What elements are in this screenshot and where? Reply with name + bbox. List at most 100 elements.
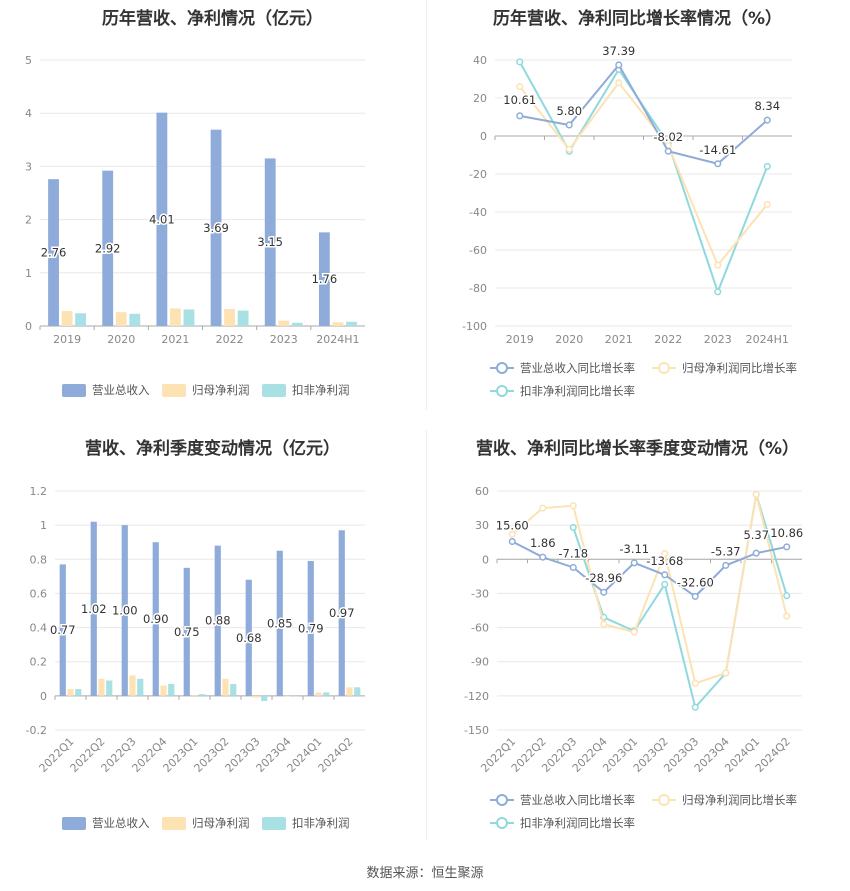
x-tick-label: 2020 xyxy=(107,333,135,346)
legend-marker xyxy=(262,817,286,830)
bar xyxy=(237,310,249,326)
series-line xyxy=(511,540,787,598)
y-tick-label: 1.2 xyxy=(30,485,48,498)
bar xyxy=(332,322,344,326)
bar xyxy=(170,308,181,326)
legend-marker-dot xyxy=(496,385,508,397)
data-label: 15.60 xyxy=(496,519,529,533)
bar xyxy=(75,313,87,326)
data-point xyxy=(783,612,791,620)
data-point xyxy=(508,537,516,546)
annual-line-chart: -100 -80 -60 -40 -20 0 20 40 2019 2020 2021 2022 202… xyxy=(462,42,797,398)
data-label: 0.90 xyxy=(143,612,169,626)
bar xyxy=(115,312,127,326)
bar xyxy=(291,322,303,326)
data-label: 1.00 xyxy=(112,604,138,618)
y-tick-label: 5 xyxy=(25,54,32,67)
series-line xyxy=(511,494,788,685)
bar xyxy=(261,695,268,701)
bar xyxy=(346,321,357,326)
bar xyxy=(129,675,136,696)
data-label: 2.76 xyxy=(41,246,67,260)
data-point xyxy=(569,523,577,531)
data-point xyxy=(661,571,669,579)
data-point xyxy=(752,549,760,557)
y-tick-label: 0 xyxy=(25,320,32,333)
data-point xyxy=(763,200,771,208)
y-tick-label: -40 xyxy=(469,206,487,219)
bar xyxy=(75,689,82,696)
data-point xyxy=(508,530,516,538)
legend-marker-dot xyxy=(658,794,670,806)
x-tick-label: 2019 xyxy=(53,333,81,346)
y-tick-label: 0 xyxy=(480,130,487,143)
bar xyxy=(183,309,195,326)
bar xyxy=(284,695,291,697)
bar xyxy=(199,694,206,696)
y-tick-label: 60 xyxy=(475,485,489,498)
legend-label: 扣非净利润同比增长率 xyxy=(520,384,635,398)
annual-bar-chart: 0 1 2 3 4 5 2019 2020 2021 2022 2023 2024H1 2.76 2.92… xyxy=(25,54,365,397)
legend-marker-dot xyxy=(658,362,670,374)
bar xyxy=(318,232,330,326)
legend-label: 归母净利润 xyxy=(192,816,250,830)
data-point xyxy=(600,588,608,596)
data-source: 数据来源：恒生聚源 xyxy=(366,866,484,881)
series-line xyxy=(519,63,768,165)
quarter-bar-chart: -0.200.20.40.60.811.22022Q12022Q22022Q32… xyxy=(26,485,365,830)
legend-label: 归母净利润同比增长率 xyxy=(682,361,797,375)
bar xyxy=(121,525,128,696)
bar xyxy=(98,678,105,696)
bar xyxy=(48,179,59,326)
x-tick-label: 2024H1 xyxy=(746,333,789,346)
legend-marker-dot xyxy=(496,794,508,806)
series-line xyxy=(572,494,788,710)
data-point xyxy=(565,121,573,129)
y-tick-label: -150 xyxy=(464,724,489,737)
legend-label: 扣非净利润 xyxy=(292,383,350,397)
data-point xyxy=(691,679,699,687)
y-tick-label: -100 xyxy=(462,320,487,333)
x-tick-label: 2022 xyxy=(216,333,244,346)
bar xyxy=(354,687,361,696)
x-tick-label: 2024Q2 xyxy=(316,735,356,775)
bar xyxy=(292,695,299,697)
y-tick-label: -80 xyxy=(469,282,487,295)
data-label: 3.69 xyxy=(203,221,229,235)
bar xyxy=(61,311,73,326)
data-point xyxy=(763,162,771,170)
data-point xyxy=(783,543,791,551)
data-point xyxy=(539,504,547,512)
bar xyxy=(276,550,283,696)
data-label: 1.86 xyxy=(530,536,556,550)
legend-label: 归母净利润 xyxy=(192,383,250,397)
bar xyxy=(191,695,198,696)
data-label: 5.37 xyxy=(743,528,769,542)
x-tick-label: 2023 xyxy=(270,333,298,346)
legend-label: 归母净利润同比增长率 xyxy=(682,793,797,807)
data-label: 3.15 xyxy=(257,235,283,249)
data-point xyxy=(722,669,730,677)
data-label: -28.96 xyxy=(585,571,622,585)
legend-label: 扣非净利润同比增长率 xyxy=(520,816,635,830)
bar xyxy=(59,564,66,696)
bar xyxy=(210,129,222,326)
y-tick-label: -120 xyxy=(464,690,489,703)
x-tick-label: 2022 xyxy=(654,333,682,346)
bar xyxy=(278,320,290,326)
legend-marker xyxy=(62,384,86,397)
x-tick-label: 2021 xyxy=(161,333,189,346)
data-label: 10.86 xyxy=(770,526,803,540)
bar xyxy=(224,308,235,326)
data-point xyxy=(714,160,722,168)
data-label: -8.02 xyxy=(653,130,683,144)
data-label: 8.34 xyxy=(754,99,780,113)
data-point xyxy=(661,550,669,558)
bar xyxy=(230,683,237,696)
y-tick-label: 1 xyxy=(40,519,47,532)
data-point xyxy=(516,83,524,91)
annual-bar-panel: 历年营收、净利情况（亿元） 0 1 2 3 4 5 2019 2020 2021 2022 2023… xyxy=(0,0,425,410)
y-tick-label: 4 xyxy=(25,107,32,120)
quarter-line-panel: 营收、净利同比增长率季度变动情况（%） -150 -120 -90 -60 -30 0 30… xyxy=(425,425,850,865)
annual-line-panel: 历年营收、净利同比增长率情况（%） -100 -80 -60 -40 -20 0 20 40 2… xyxy=(425,0,850,410)
